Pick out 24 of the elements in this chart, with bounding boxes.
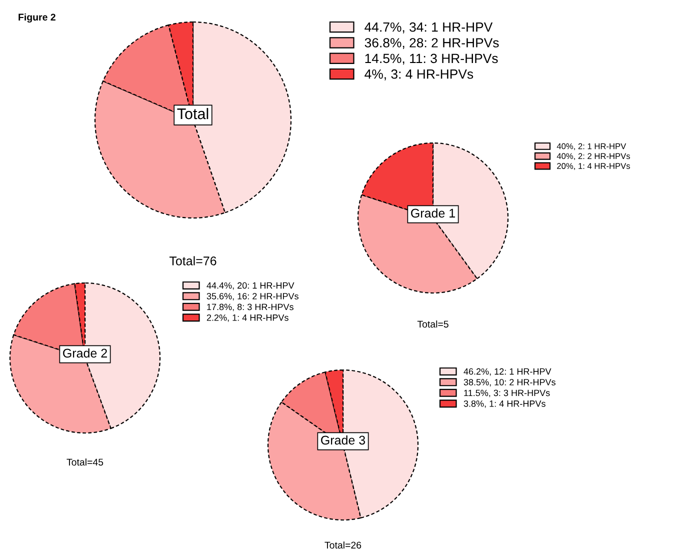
legend-label: 4%, 3: 4 HR-HPVs xyxy=(364,69,474,80)
text: Grade 2 xyxy=(63,348,107,358)
legend-label: 36.8%, 28: 2 HR-HPVs xyxy=(364,38,499,49)
legend-label: 40%, 2: 2 HR-HPVs xyxy=(556,153,630,160)
legend-label: 11.5%, 3: 3 HR-HPVs xyxy=(464,390,550,398)
caption: Figure 2 xyxy=(18,13,56,23)
text: Grade 1 xyxy=(411,208,455,218)
legend-label: 46.2%, 12: 1 HR-HPV xyxy=(464,368,552,376)
legend-label: 44.4%, 20: 1 HR-HPV xyxy=(206,282,294,290)
legend-label: 44.7%, 34: 1 HR-HPV xyxy=(364,22,493,34)
legend-label: 35.6%, 16: 2 HR-HPVs xyxy=(206,293,298,300)
legend-label: 2.2%, 1: 4 HR-HPVs xyxy=(206,314,288,322)
legend-label: 38.5%, 10: 2 HR-HPVs xyxy=(464,379,556,386)
text: Total=76 xyxy=(169,256,216,266)
legend-label: 3.8%, 1: 4 HR-HPVs xyxy=(464,400,546,408)
text: Total=26 xyxy=(324,541,362,549)
legend-label: 40%, 2: 1 HR-HPV xyxy=(556,143,626,150)
text: Total=45 xyxy=(66,458,104,466)
text: Total=5 xyxy=(417,320,448,328)
legend-label: 14.5%, 11: 3 HR-HPVs xyxy=(365,54,498,65)
legend-label: 17.8%, 8: 3 HR-HPVs xyxy=(207,304,294,312)
legend-label: 20%, 1: 4 HR-HPVs xyxy=(557,163,630,170)
text: Total xyxy=(177,108,208,120)
text: Grade 3 xyxy=(321,435,366,445)
